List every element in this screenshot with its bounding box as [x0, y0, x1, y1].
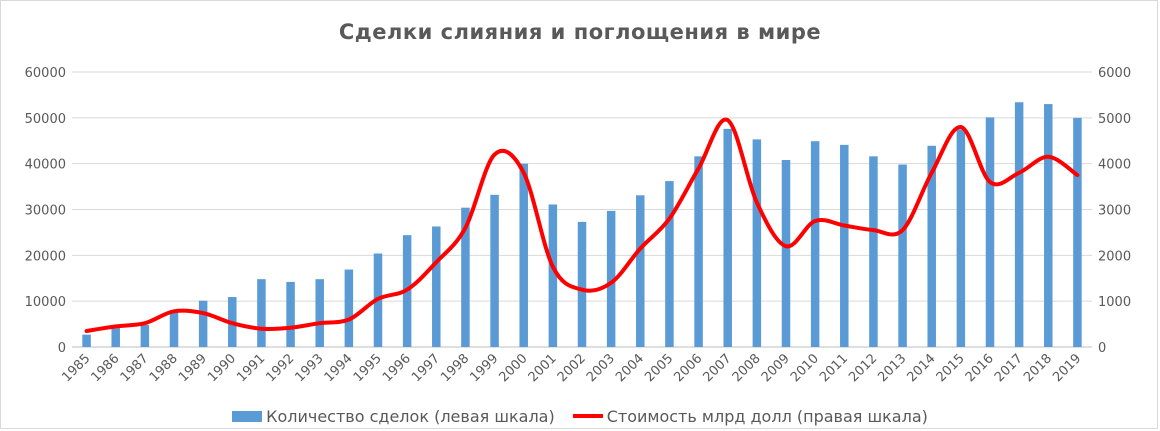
bar [898, 164, 907, 347]
bar [286, 281, 295, 347]
y-left-tick-label: 20000 [25, 249, 66, 264]
bar [636, 195, 645, 347]
legend-item-deals: Количество сделок (левая шкала) [232, 407, 555, 426]
chart-legend: Количество сделок (левая шкала) Стоимост… [0, 405, 1160, 427]
bar [82, 334, 91, 347]
x-tick-label: 1996 [380, 351, 414, 385]
y-right-tick-label: 6000 [1098, 66, 1131, 81]
bar [461, 207, 470, 347]
x-tick-label: 1988 [147, 351, 181, 385]
y-right-tick-label: 0 [1098, 341, 1106, 356]
x-tick-label: 2001 [526, 351, 560, 385]
x-tick-label: 1987 [118, 351, 152, 385]
bar [840, 144, 849, 347]
x-tick-label: 2019 [1050, 351, 1084, 385]
bar [169, 311, 179, 347]
bar [606, 210, 616, 347]
legend-label-deals: Количество сделок (левая шкала) [266, 406, 555, 426]
bar [548, 204, 558, 347]
x-tick-label: 1986 [89, 351, 123, 385]
chart-title: Сделки слияния и поглощения в мире [338, 20, 822, 44]
bar [257, 279, 266, 347]
bar [1073, 117, 1082, 347]
bar [869, 156, 878, 347]
x-tick-label: 2010 [788, 351, 822, 385]
x-tick-label: 1989 [176, 351, 210, 385]
x-tick-label: 2012 [846, 351, 880, 385]
legend-swatch-line [572, 414, 603, 418]
legend-swatch-bar [232, 410, 263, 422]
legend-label-value: Стоимость млрд долл (правая шкала) [606, 406, 928, 426]
bar [927, 145, 936, 347]
bar [198, 300, 208, 347]
bar [140, 325, 150, 347]
bar [1014, 102, 1024, 347]
x-tick-label: 1990 [205, 351, 239, 385]
x-tick-label: 1993 [293, 351, 327, 385]
y-right-tick-label: 1000 [1098, 295, 1131, 310]
x-tick-label: 2008 [730, 351, 764, 385]
x-tick-label: 2017 [992, 351, 1026, 385]
bar [665, 181, 674, 347]
bar [111, 326, 120, 347]
y-left-tick-label: 30000 [25, 204, 66, 219]
bar [781, 160, 791, 347]
bar [810, 141, 820, 347]
x-tick-label: 2002 [555, 351, 589, 385]
x-tick-label: 1991 [234, 351, 268, 385]
x-tick-label: 1994 [322, 351, 356, 385]
x-tick-label: 2013 [875, 351, 909, 385]
x-tick-label: 1985 [59, 351, 93, 385]
y-right-tick-label: 5000 [1098, 112, 1131, 127]
x-tick-label: 1997 [409, 351, 443, 385]
y-left-tick-label: 50000 [25, 112, 66, 127]
bar [519, 163, 528, 347]
x-tick-label: 2016 [963, 351, 997, 385]
y-left-tick-label: 60000 [25, 66, 66, 81]
y-right-tick-label: 4000 [1098, 158, 1131, 173]
value-line [84, 117, 1080, 333]
bar [752, 139, 762, 347]
bar [723, 128, 732, 347]
bar [956, 129, 966, 347]
x-tick-label: 2005 [642, 351, 676, 385]
bar [344, 269, 354, 347]
x-tick-label: 2003 [584, 351, 618, 385]
x-tick-label: 2011 [817, 351, 851, 385]
y-right-tick-label: 3000 [1098, 204, 1131, 219]
bar [577, 221, 587, 347]
y-left-tick-label: 40000 [25, 158, 66, 173]
x-tick-label: 2018 [1021, 351, 1055, 385]
legend-item-value: Стоимость млрд долл (правая шкала) [572, 406, 928, 426]
y-left-tick-label: 0 [58, 341, 66, 356]
bar [315, 279, 324, 347]
bar [490, 194, 499, 347]
x-tick-label: 2000 [497, 351, 531, 385]
x-tick-label: 1999 [467, 351, 501, 385]
x-tick-label: 1992 [263, 351, 297, 385]
x-tick-label: 2007 [701, 351, 735, 385]
y-right-tick-label: 2000 [1098, 249, 1131, 264]
y-left-tick-label: 10000 [25, 295, 66, 310]
x-tick-label: 2015 [934, 351, 968, 385]
x-tick-label: 1998 [438, 351, 472, 385]
bar [985, 117, 995, 347]
x-tick-label: 2009 [759, 351, 793, 385]
x-tick-label: 2006 [671, 351, 705, 385]
x-tick-label: 2014 [905, 351, 939, 385]
bar [1044, 104, 1053, 347]
bar [694, 156, 703, 347]
bar [432, 226, 441, 347]
x-tick-label: 1995 [351, 351, 385, 385]
x-tick-label: 2004 [613, 351, 647, 385]
